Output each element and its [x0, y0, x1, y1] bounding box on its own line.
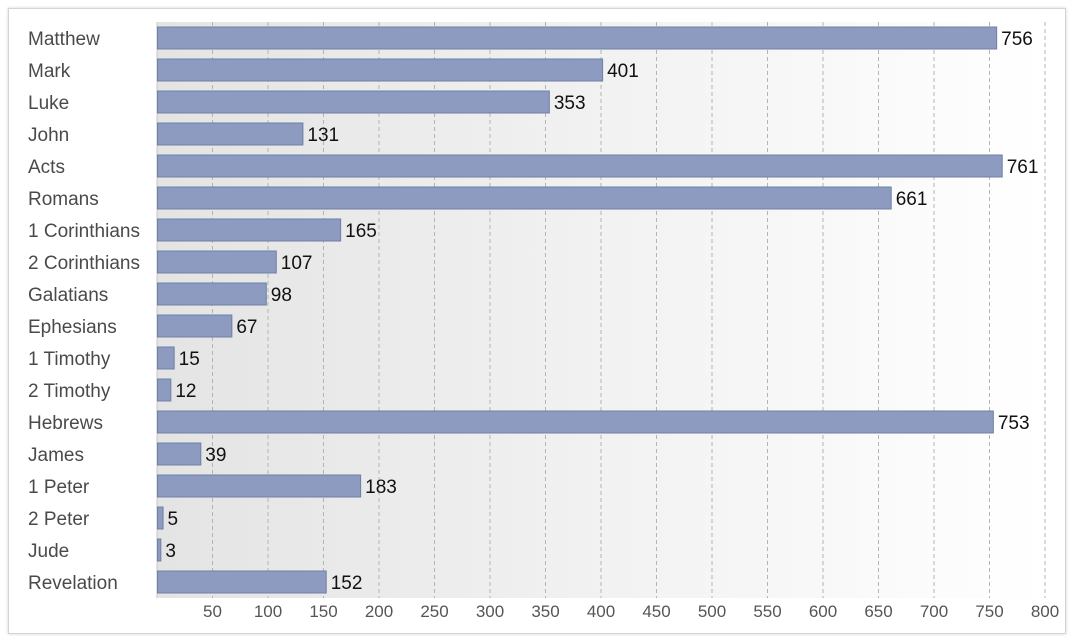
category-label: Revelation [28, 573, 118, 594]
bar[interactable] [157, 122, 304, 146]
category-labels: Matthew Mark Luke John Acts Romans 1 Corinthia… [28, 29, 140, 594]
bar[interactable] [157, 154, 1003, 178]
x-tick-label: 50 [203, 602, 222, 621]
data-label: 12 [175, 381, 196, 402]
category-label: John [28, 125, 69, 146]
data-labels: 756 401 353 131 761 661 165 107 98 67 15 12 753 39 183… [165, 29, 1038, 594]
bar[interactable] [157, 506, 164, 530]
data-label: 761 [1007, 157, 1039, 178]
data-label: 756 [1001, 29, 1033, 50]
category-label: 1 Peter [28, 477, 90, 498]
x-tick-label: 400 [587, 602, 615, 621]
data-label: 753 [998, 413, 1030, 434]
category-label: Luke [28, 93, 69, 114]
data-label: 183 [365, 477, 397, 498]
category-label: Mark [28, 61, 71, 82]
bar[interactable] [157, 58, 604, 82]
x-tick-label: 350 [531, 602, 559, 621]
x-tick-label: 300 [476, 602, 504, 621]
x-tick-label: 550 [753, 602, 781, 621]
x-tick-label: 250 [420, 602, 448, 621]
x-tick-labels: 50 100 150 200 250 300 350 400 450 500 550 600 650 70… [203, 602, 1059, 621]
bar[interactable] [157, 186, 892, 210]
bar[interactable] [157, 90, 550, 114]
x-tick-label: 450 [642, 602, 670, 621]
bar[interactable] [157, 250, 277, 274]
data-label: 15 [179, 349, 200, 370]
x-tick-label: 200 [365, 602, 393, 621]
x-tick-label: 100 [254, 602, 282, 621]
bar[interactable] [157, 538, 162, 562]
data-label: 107 [281, 253, 313, 274]
category-label: Acts [28, 157, 65, 178]
category-label: 2 Timothy [28, 381, 111, 402]
category-label: 1 Corinthians [28, 221, 140, 242]
bar[interactable] [157, 346, 175, 370]
category-label: 2 Peter [28, 509, 90, 530]
category-label: James [28, 445, 84, 466]
x-tick-label: 150 [309, 602, 337, 621]
x-tick-label: 750 [975, 602, 1003, 621]
data-label: 3 [165, 541, 176, 562]
x-tick-label: 800 [1031, 602, 1059, 621]
data-label: 165 [345, 221, 377, 242]
category-label: Jude [28, 541, 69, 562]
category-label: Hebrews [28, 413, 103, 434]
bar[interactable] [157, 378, 172, 402]
x-tick-label: 500 [698, 602, 726, 621]
data-label: 152 [331, 573, 363, 594]
category-label: Matthew [28, 29, 100, 50]
category-label: Romans [28, 189, 99, 210]
category-label: 2 Corinthians [28, 253, 140, 274]
bar[interactable] [157, 442, 202, 466]
data-label: 67 [236, 317, 257, 338]
category-label: 1 Timothy [28, 349, 111, 370]
x-tick-label: 700 [920, 602, 948, 621]
x-tick-label: 650 [864, 602, 892, 621]
bar[interactable] [157, 314, 233, 338]
grid-lines [212, 22, 1046, 598]
data-label: 401 [607, 61, 639, 82]
bar[interactable] [157, 26, 998, 50]
x-tick-label: 600 [809, 602, 837, 621]
data-label: 661 [896, 189, 928, 210]
category-label: Galatians [28, 285, 108, 306]
data-label: 98 [271, 285, 292, 306]
bars [157, 26, 1003, 594]
data-label: 39 [205, 445, 226, 466]
category-label: Ephesians [28, 317, 117, 338]
data-label: 5 [168, 509, 179, 530]
bar[interactable] [157, 218, 342, 242]
data-label: 131 [307, 125, 339, 146]
bar[interactable] [157, 570, 327, 594]
bar[interactable] [157, 410, 994, 434]
bar[interactable] [157, 474, 362, 498]
bar[interactable] [157, 282, 267, 306]
data-label: 353 [554, 93, 586, 114]
